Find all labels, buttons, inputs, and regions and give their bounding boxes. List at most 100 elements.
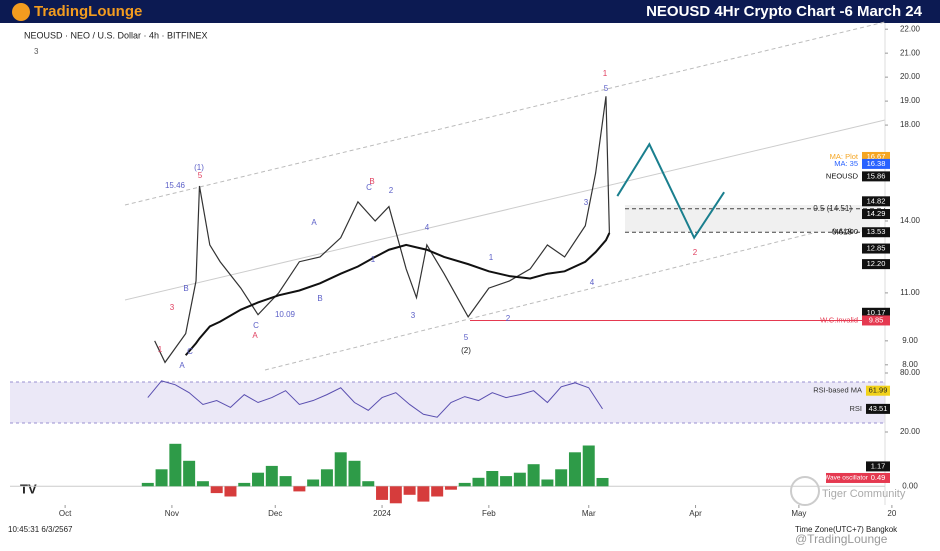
price-badge: [862, 151, 890, 162]
price-line: [154, 96, 611, 364]
price-badge: [862, 307, 890, 318]
osc-bar: [307, 479, 320, 487]
channel-line: [124, 119, 886, 301]
price-badge-label: 13.53: [867, 227, 886, 236]
osc-bar: [334, 452, 347, 487]
price-badge: [862, 171, 890, 182]
osc-bar: [582, 445, 595, 487]
price-badge-label: 12.20: [867, 259, 886, 268]
osc-bar: [403, 486, 416, 495]
osc-badge-label: 1.17: [871, 461, 886, 470]
x-tick-label: Nov: [165, 509, 179, 518]
y-tick-label: 8.00: [902, 360, 918, 369]
wave-label: 2: [389, 186, 394, 195]
rsi-badge: [866, 403, 890, 414]
osc-bar: [444, 486, 457, 490]
price-badge-name: MA: Plot: [830, 152, 859, 161]
price-badge: [862, 209, 890, 220]
channel-line: [264, 214, 886, 371]
wave-label: 2: [693, 248, 698, 257]
wave-label: 1: [489, 253, 494, 262]
price-badge-name: MA: 35: [834, 159, 858, 168]
osc-badge-name-bg: [826, 472, 866, 483]
wave-label: 1: [158, 345, 163, 354]
price-badge: [862, 259, 890, 270]
timestamp: 10:45:31 6/3/2567: [8, 525, 73, 534]
osc-bar: [238, 482, 251, 487]
wave-label: A: [311, 218, 317, 227]
osc-bar: [541, 479, 554, 487]
price-badge-label: 16.38: [867, 159, 886, 168]
osc-badge-label: 0.49: [871, 473, 886, 482]
wave-label: A: [179, 361, 185, 370]
y-tick-label: 14.00: [900, 216, 921, 225]
price-badge-name: NEOUSD: [826, 171, 859, 180]
target-zone: [625, 205, 880, 232]
osc-bar: [527, 464, 540, 487]
osc-bar: [169, 443, 182, 487]
y-tick-label: 11.00: [900, 288, 920, 297]
price-badge: [862, 315, 890, 326]
watermark: Tiger Community: [822, 488, 906, 500]
osc-bar: [141, 482, 154, 487]
osc-bar: [500, 476, 513, 487]
wave-label: 4: [590, 278, 595, 287]
price-badge-label: 10.17: [867, 308, 886, 317]
osc-bar: [568, 452, 581, 487]
wave-label: (2): [461, 346, 471, 355]
osc-bar: [472, 477, 485, 487]
x-tick-label: Feb: [482, 509, 496, 518]
rsi-badge: [866, 385, 890, 396]
price-line: [184, 232, 611, 356]
header-bar: [0, 0, 940, 23]
wave-label: 15.46: [165, 181, 186, 190]
x-tick-label: Oct: [59, 509, 72, 518]
price-badge-label: 16.67: [867, 152, 886, 161]
x-tick-label: Mar: [582, 509, 596, 518]
rsi-tick-label: 80.00: [900, 368, 921, 377]
osc-badge: [866, 472, 890, 483]
y-tick-label: 22.00: [900, 24, 921, 33]
wave-label: 1: [603, 69, 608, 78]
wave-label: (1): [194, 163, 204, 172]
y-tick-label: 20.00: [900, 72, 921, 81]
x-tick-label: 20: [887, 509, 896, 518]
osc-bar: [210, 486, 223, 494]
osc-bar: [252, 472, 265, 487]
osc-bar: [320, 469, 333, 487]
osc-bar: [458, 482, 471, 487]
price-badge: [862, 196, 890, 207]
osc-tick-label: 0.00: [902, 481, 918, 490]
y-tick-label: 18.00: [900, 120, 921, 129]
projection-line: [616, 142, 725, 240]
x-tick-label: Apr: [689, 509, 702, 518]
osc-bar: [417, 486, 430, 502]
wave-label: B: [183, 284, 188, 293]
tv-logo: TV: [20, 481, 37, 496]
osc-bar: [555, 469, 568, 487]
osc-bar: [279, 476, 292, 487]
rsi-badge-label: 61.99: [869, 386, 888, 395]
fib-label: 0.618: [832, 227, 853, 236]
wave-label: C: [253, 321, 259, 330]
osc-bar: [596, 477, 609, 487]
handle: @TradingLounge: [795, 532, 888, 546]
wave-label: 5: [464, 333, 469, 342]
wave-label: 3: [411, 311, 416, 320]
watermark-icon: [790, 476, 820, 506]
rsi-badge-name: RSI: [849, 404, 862, 413]
price-badge-label: 14.29: [867, 209, 886, 218]
y-tick-label: 19.00: [900, 96, 921, 105]
price-badge-label: 14.82: [867, 196, 886, 205]
osc-bar: [389, 486, 402, 504]
osc-bar: [362, 481, 375, 487]
x-tick-label: Dec: [268, 509, 282, 518]
price-badge-name: W.C.Invalid: [820, 315, 858, 324]
timezone: Time Zone(UTC+7) Bangkok: [795, 525, 898, 534]
symbol-line: NEOUSD · NEO / U.S. Dollar · 4h · BITFIN…: [24, 30, 208, 40]
wave-label: 4: [425, 223, 430, 232]
osc-badge: [866, 461, 890, 472]
y-tick-label: 9.00: [902, 336, 918, 345]
osc-bar: [431, 486, 444, 497]
